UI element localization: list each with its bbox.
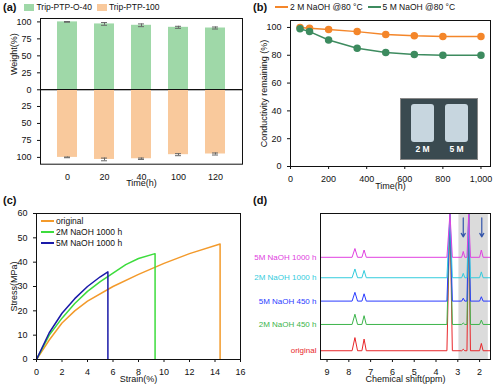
svg-text:2: 2 (477, 367, 482, 377)
svg-text:Stress(MPa): Stress(MPa) (9, 261, 19, 311)
html-text:2 M: 2 M (415, 144, 430, 154)
svg-text:7: 7 (368, 366, 374, 377)
svg-text:10: 10 (159, 367, 169, 377)
svg-text:120: 120 (208, 172, 223, 182)
svg-text:25: 25 (22, 68, 32, 78)
svg-text:0: 0 (22, 354, 27, 364)
svg-text:2: 2 (59, 367, 64, 377)
svg-text:original: original (291, 346, 317, 355)
html-text:5 M: 5 M (449, 144, 464, 154)
svg-text:40: 40 (136, 171, 147, 182)
svg-text:30: 30 (17, 281, 27, 291)
html-text:original: original (56, 216, 84, 226)
svg-text:600: 600 (397, 173, 413, 184)
svg-text:16: 16 (235, 367, 245, 377)
svg-text:Chemical shift(ppm): Chemical shift(ppm) (365, 374, 445, 384)
html-text:(d): (d) (253, 194, 267, 206)
svg-text:40: 40 (271, 106, 281, 116)
svg-text:6: 6 (110, 367, 115, 377)
svg-text:400: 400 (359, 174, 374, 184)
svg-text:20: 20 (100, 172, 110, 182)
svg-text:Conductivity remaining (%): Conductivity remaining (%) (259, 40, 269, 148)
svg-text:75: 75 (22, 136, 32, 146)
svg-text:2M NaOH 450 h: 2M NaOH 450 h (259, 320, 317, 329)
svg-text:5M NaOH 450 h: 5M NaOH 450 h (259, 297, 317, 306)
svg-text:5M NaOH 1000 h: 5M NaOH 1000 h (254, 253, 316, 262)
svg-text:40: 40 (17, 257, 27, 267)
svg-text:14: 14 (210, 367, 220, 377)
svg-text:0: 0 (34, 367, 39, 377)
svg-text:Weight(%): Weight(%) (9, 33, 19, 75)
svg-text:100: 100 (266, 22, 281, 32)
html-text:(c): (c) (3, 194, 17, 206)
svg-text:10: 10 (17, 330, 27, 340)
html-text:2 M NaOH @80 °C: 2 M NaOH @80 °C (290, 2, 363, 12)
html-text:5M NaOH 1000 h: 5M NaOH 1000 h (56, 238, 123, 248)
svg-text:80: 80 (271, 50, 281, 60)
svg-text:100: 100 (171, 172, 186, 182)
svg-text:50: 50 (22, 51, 32, 61)
svg-text:1,000: 1,000 (470, 174, 493, 184)
svg-text:100: 100 (17, 153, 32, 163)
html-text:5 M NaOH @80 °C: 5 M NaOH @80 °C (382, 2, 455, 12)
svg-text:75: 75 (22, 34, 32, 44)
svg-text:5: 5 (411, 366, 417, 377)
svg-text:9: 9 (325, 367, 330, 377)
svg-text:4: 4 (85, 367, 90, 377)
svg-text:0: 0 (276, 161, 281, 171)
svg-text:8: 8 (346, 367, 351, 377)
html-text:Trip-PTP-100: Trip-PTP-100 (108, 2, 160, 12)
svg-text:50: 50 (22, 119, 32, 129)
svg-text:60: 60 (271, 78, 281, 88)
svg-text:Time(h): Time(h) (375, 181, 406, 191)
svg-text:100: 100 (17, 17, 32, 27)
html-text:(a): (a) (3, 1, 17, 13)
svg-text:800: 800 (435, 174, 450, 184)
svg-text:50: 50 (17, 233, 27, 243)
svg-text:200: 200 (321, 174, 336, 184)
html-text:Trip-PTP-O-40: Trip-PTP-O-40 (36, 2, 92, 12)
html-text:(b): (b) (253, 1, 267, 13)
svg-text:0: 0 (288, 174, 293, 184)
svg-text:Time(h): Time(h) (126, 178, 157, 188)
svg-text:6: 6 (389, 366, 395, 377)
svg-text:20: 20 (17, 306, 27, 316)
svg-text:25: 25 (22, 102, 32, 112)
svg-text:60: 60 (17, 208, 27, 218)
svg-text:2M NaOH 1000 h: 2M NaOH 1000 h (254, 273, 316, 282)
svg-text:12: 12 (184, 367, 194, 377)
svg-text:0: 0 (65, 172, 70, 182)
svg-text:3: 3 (455, 367, 460, 377)
svg-text:8: 8 (136, 366, 141, 377)
svg-text:0: 0 (27, 85, 32, 95)
html-text:2M NaOH 1000 h: 2M NaOH 1000 h (56, 227, 123, 237)
svg-text:4: 4 (433, 366, 439, 377)
svg-text:20: 20 (271, 134, 281, 144)
svg-text:Strain(%): Strain(%) (120, 374, 158, 384)
